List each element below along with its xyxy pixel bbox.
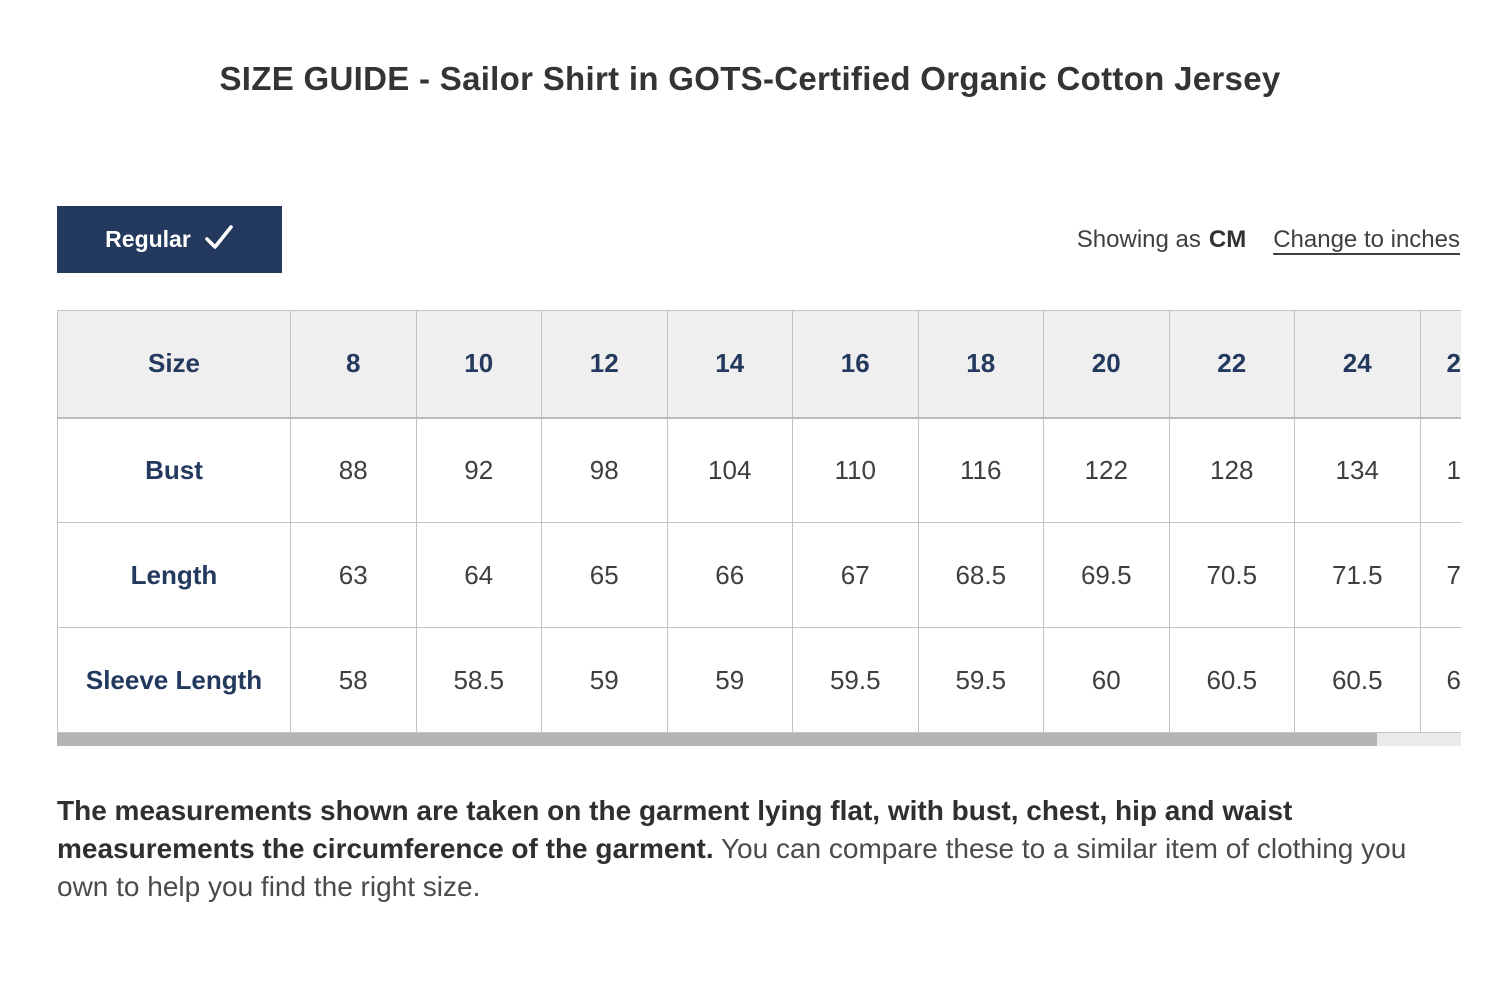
measurement-cell: 68.5 [917,522,1044,628]
size-col-header: 20 [1043,310,1170,419]
measurement-cell: 104 [666,417,793,523]
measurement-cell: 61 [1419,627,1461,733]
controls-row: Regular Showing as CM Change to inches [57,206,1460,273]
table-row-bust: Bust 88 92 98 104 110 116 122 128 134 14… [57,417,1461,523]
measurement-cell: 63 [290,522,417,628]
measurement-cell: 110 [792,417,919,523]
horizontal-scrollbar-thumb[interactable] [57,733,1377,746]
measurement-cell: 71.5 [1294,522,1421,628]
size-col-header: 18 [917,310,1044,419]
size-col-header: 22 [1168,310,1295,419]
measurement-cell: 60.5 [1294,627,1421,733]
measurement-cell: 140 [1419,417,1461,523]
change-to-inches-link[interactable]: Change to inches [1273,225,1460,253]
size-corner-header: Size [57,310,291,419]
measurement-cell: 59 [541,627,668,733]
size-col-header: 16 [792,310,919,419]
size-col-header: 10 [415,310,542,419]
measurement-cell: 58.5 [415,627,542,733]
measurement-cell: 58 [290,627,417,733]
measurement-cell: 66 [666,522,793,628]
fit-button-label: Regular [105,226,191,252]
fit-regular-button[interactable]: Regular [57,206,282,273]
measurement-cell: 64 [415,522,542,628]
measurement-cell: 98 [541,417,668,523]
check-icon [204,225,234,251]
measurement-cell: 60.5 [1168,627,1295,733]
size-col-header: 14 [666,310,793,419]
page-title: SIZE GUIDE - Sailor Shirt in GOTS-Certif… [219,60,1281,97]
measurement-cell: 128 [1168,417,1295,523]
size-col-header: 8 [290,310,417,419]
measurement-cell: 72.5 [1419,522,1461,628]
measurement-cell: 65 [541,522,668,628]
size-col-header: 12 [541,310,668,419]
measurement-cell: 69.5 [1043,522,1170,628]
table-row-sleeve-length: Sleeve Length 58 58.5 59 59 59.5 59.5 60… [57,627,1461,733]
measurement-cell: 88 [290,417,417,523]
size-col-header: 24 [1294,310,1421,419]
measurement-cell: 59.5 [917,627,1044,733]
size-header-row: Size 8 10 12 14 16 18 20 22 24 26 [57,310,1461,419]
horizontal-scrollbar-track[interactable] [57,733,1461,746]
measurement-cell: 116 [917,417,1044,523]
measurement-note: The measurements shown are taken on the … [57,792,1447,906]
row-label: Sleeve Length [57,627,291,733]
measurement-note-bold: The measurements shown are taken on the … [57,795,1293,865]
measurement-cell: 92 [415,417,542,523]
row-label: Length [57,522,291,628]
measurement-cell: 59.5 [792,627,919,733]
showing-as-label: Showing as [1076,225,1201,253]
table-row-length: Length 63 64 65 66 67 68.5 69.5 70.5 71.… [57,522,1461,628]
measurement-note-regular: You can compare these to a similar item … [57,833,1407,903]
row-label: Bust [57,417,291,523]
current-unit-value: CM [1208,225,1247,253]
measurement-cell: 134 [1294,417,1421,523]
size-table: Size 8 10 12 14 16 18 20 22 24 26 Bust 8… [57,310,1461,733]
size-table-viewport: Size 8 10 12 14 16 18 20 22 24 26 Bust 8… [57,310,1461,733]
measurement-cell: 122 [1043,417,1170,523]
measurement-cell: 60 [1043,627,1170,733]
measurement-cell: 67 [792,522,919,628]
measurement-cell: 70.5 [1168,522,1295,628]
measurement-cell: 59 [666,627,793,733]
unit-display: Showing as CM Change to inches [1077,226,1460,254]
size-col-header: 26 [1419,310,1461,419]
